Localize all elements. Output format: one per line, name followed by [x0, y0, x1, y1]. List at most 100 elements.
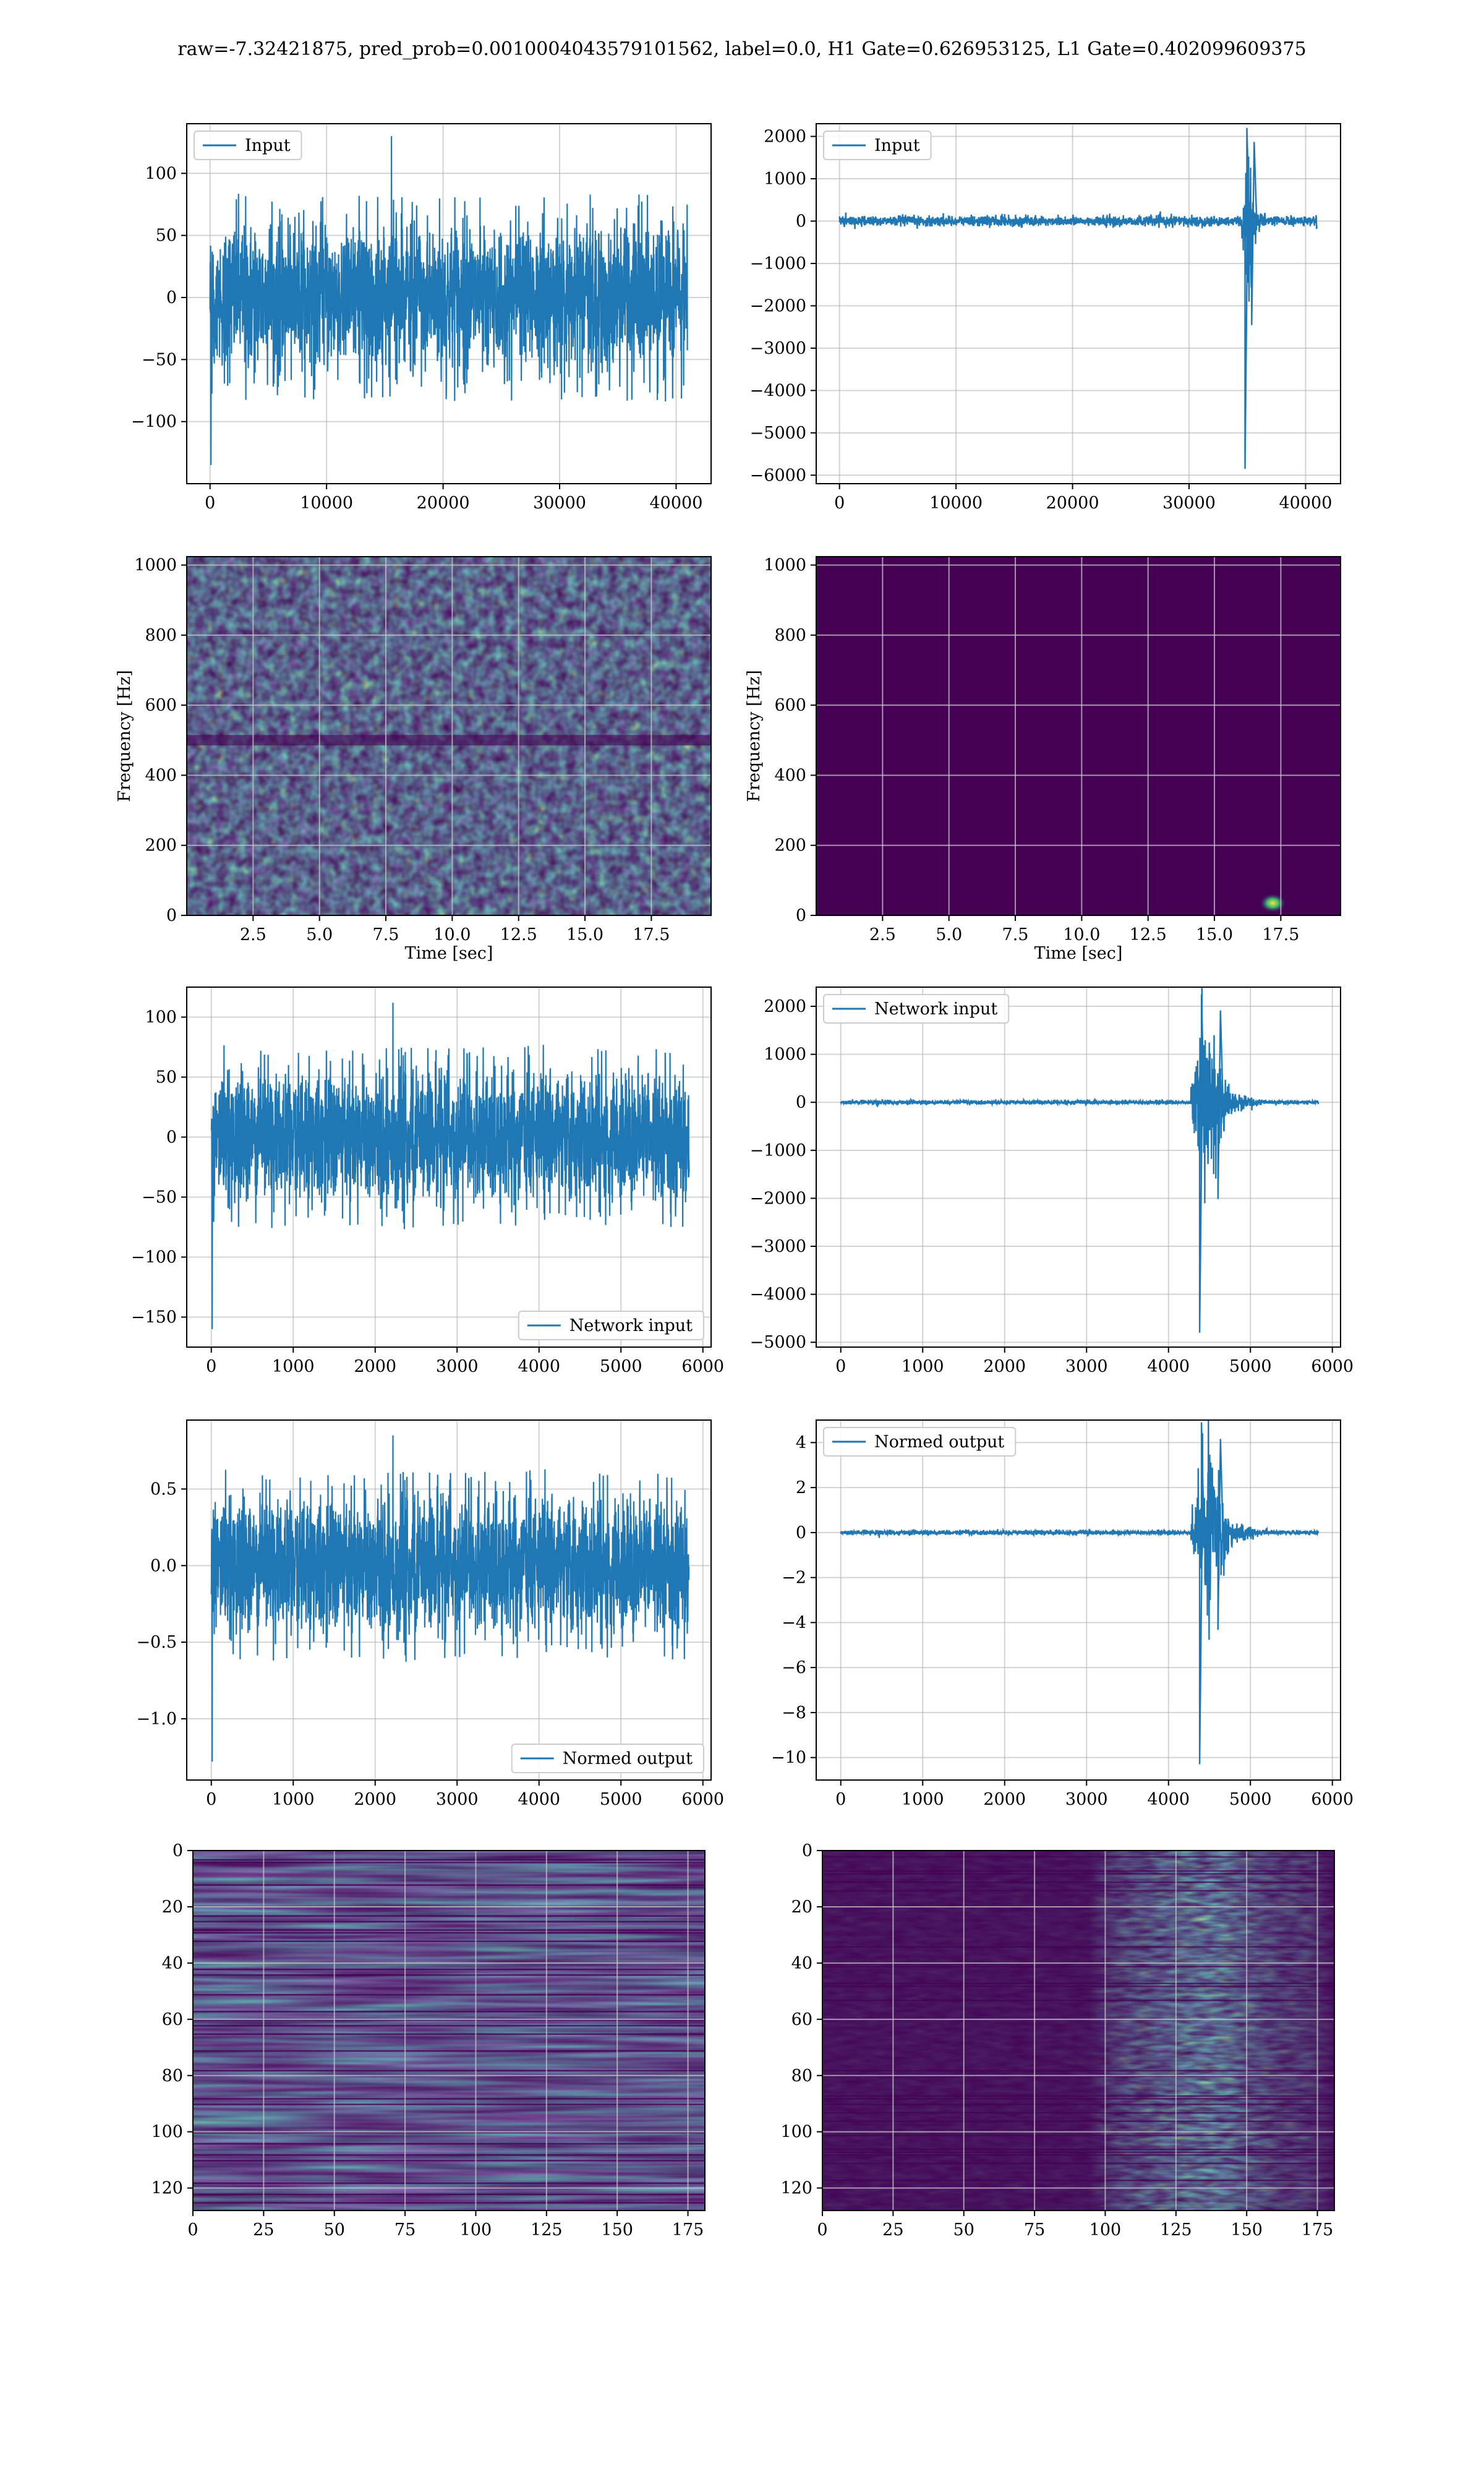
spec-l1-xtick-label: 10.0 — [1063, 925, 1100, 944]
net-h1-xtick-label: 2000 — [354, 1357, 396, 1376]
spec-h1-xtick-label: 5.0 — [306, 925, 333, 944]
norm-l1-legend: Normed output — [823, 1427, 1017, 1457]
norm-h1-ytick-label: 0.0 — [150, 1556, 177, 1575]
feat-l1-xtick-label: 150 — [1230, 2220, 1263, 2240]
norm-l1-ytick-label: −6 — [782, 1658, 806, 1677]
input-l1-ytick-label: −2000 — [750, 296, 806, 315]
input-l1-xtick-label: 40000 — [1279, 494, 1333, 513]
norm-l1-xtick-label: 1000 — [902, 1790, 944, 1809]
feat-h1-xtick-label: 75 — [394, 2220, 416, 2240]
net-h1-axes-frame — [186, 987, 712, 1348]
input-l1-xtick-label: 0 — [834, 494, 845, 513]
spec-l1-xtick-label: 5.0 — [936, 925, 962, 944]
feat-l1-xtick-label: 25 — [882, 2220, 903, 2240]
net-h1-ytick-label: −50 — [142, 1188, 177, 1207]
net-h1-xtick-label: 3000 — [436, 1357, 479, 1376]
net-h1-xtick-label: 1000 — [272, 1357, 315, 1376]
net-l1-xtick-label: 2000 — [983, 1357, 1026, 1376]
input-h1-ytick-label: −50 — [142, 350, 177, 369]
panel-norm-h1: 0 1000 2000 3000 4000 5000 6000 −1.0 −0.5 0.0 0.5 N… — [136, 1419, 724, 1809]
input-l1-ytick-label: −6000 — [750, 466, 806, 485]
feat-h1-xtick-label: 0 — [187, 2220, 198, 2240]
norm-l1-axes-frame — [816, 1419, 1341, 1781]
input-l1-ytick-label: 2000 — [764, 127, 806, 147]
net-h1-xtick-label: 4000 — [518, 1357, 560, 1376]
spec-l1-xtick-label: 7.5 — [1002, 925, 1029, 944]
feat-l1-ytick-label: 40 — [791, 1954, 812, 1973]
net-l1-axes-frame — [816, 987, 1341, 1348]
input-h1-xtick-label: 10000 — [300, 494, 353, 513]
spec-l1-ytick-label: 800 — [774, 626, 806, 645]
spec-l1-xtick-label: 17.5 — [1262, 925, 1299, 944]
norm-h1-axes-frame — [186, 1419, 712, 1781]
net-h1-ytick-label: −100 — [131, 1248, 177, 1267]
spec-h1-ylabel: Frequency [Hz] — [115, 670, 134, 802]
feat-l1-ytick-label: 0 — [802, 1841, 812, 1860]
feat-h1-ytick-label: 20 — [162, 1898, 183, 1917]
net-h1-series-line — [210, 1003, 690, 1329]
norm-h1-ytick-label: −0.5 — [136, 1633, 177, 1652]
input-h1-axes-frame — [186, 123, 712, 484]
norm-l1-xtick-label: 5000 — [1229, 1790, 1272, 1809]
panel-input-l1: 0 10000 20000 30000 40000−6000−5000−4000−300… — [750, 123, 1341, 513]
spec-h1-xlabel: Time [sec] — [405, 944, 493, 963]
net-h1-xtick-label: 0 — [206, 1357, 216, 1376]
feat-h1-xtick-label: 125 — [531, 2220, 563, 2240]
spec-l1-ytick-label: 200 — [774, 836, 806, 855]
feat-h1-ytick-label: 120 — [151, 2179, 183, 2198]
feat-l1-ytick-label: 60 — [791, 2010, 812, 2029]
input-l1-series-line — [838, 127, 1318, 469]
norm-l1-grid — [816, 1420, 1341, 1780]
net-l1-xtick-label: 4000 — [1147, 1357, 1190, 1376]
spec-h1-image — [187, 557, 711, 915]
net-h1-ytick-label: 0 — [166, 1128, 177, 1147]
norm-h1-legend: Normed output — [511, 1744, 704, 1773]
feat-l1-ytick-label: 120 — [780, 2179, 812, 2198]
spec-h1-xtick-label: 10.0 — [433, 925, 471, 944]
net-h1-legend: Network input — [518, 1311, 704, 1340]
input-h1-xtick-label: 40000 — [650, 494, 703, 513]
feat-l1-ytick-label: 80 — [791, 2066, 812, 2086]
net-l1-ytick-label: −5000 — [750, 1333, 806, 1352]
net-l1-legend-label: Network input — [874, 999, 997, 1019]
spec-h1-ytick-label: 1000 — [134, 556, 177, 575]
norm-l1-xtick-label: 3000 — [1065, 1790, 1108, 1809]
norm-h1-xtick-label: 1000 — [272, 1790, 315, 1809]
spec-h1-ytick-label: 800 — [145, 626, 177, 645]
norm-h1-xtick-label: 6000 — [681, 1790, 724, 1809]
norm-h1-xtick-label: 5000 — [600, 1790, 642, 1809]
panel-norm-l1: 0 1000 2000 3000 4000 5000 6000 −10 −8 −6 −4 −2 0 2 4 N… — [771, 1419, 1354, 1809]
input-h1-legend: Input — [194, 131, 302, 160]
norm-l1-ytick-label: −10 — [771, 1748, 806, 1768]
feat-l1-xtick-label: 75 — [1024, 2220, 1045, 2240]
figure-title: raw=-7.32421875, pred_prob=0.00100040435… — [177, 38, 1307, 60]
norm-l1-ytick-label: −8 — [782, 1703, 806, 1723]
norm-l1-ytick-label: 2 — [796, 1478, 806, 1497]
norm-h1-ytick-label: −1.0 — [136, 1710, 177, 1729]
net-l1-xtick-label: 1000 — [902, 1357, 944, 1376]
spec-l1-ytick-label: 0 — [796, 906, 806, 925]
norm-l1-ytick-label: 0 — [796, 1523, 806, 1543]
input-l1-ytick-label: 0 — [796, 212, 806, 231]
feat-h1-xtick-label: 25 — [253, 2220, 274, 2240]
norm-h1-legend-label: Normed output — [563, 1749, 693, 1768]
feat-h1-xtick-label: 50 — [324, 2220, 345, 2240]
input-h1-xtick-label: 20000 — [417, 494, 470, 513]
net-h1-ytick-label: 50 — [156, 1068, 177, 1087]
norm-l1-xtick-label: 0 — [835, 1790, 846, 1809]
feat-l1-grid — [822, 1851, 1334, 2211]
spec-l1-image — [816, 557, 1341, 915]
feat-l1-image — [822, 1851, 1334, 2211]
panel-net-h1: 0 1000 2000 3000 4000 5000 6000 −150 −100 −50 0 50 1… — [131, 987, 724, 1376]
spec-l1-xlabel: Time [sec] — [1034, 944, 1123, 963]
input-h1-legend-label: Input — [245, 136, 291, 155]
input-h1-ytick-label: 0 — [166, 288, 177, 307]
input-l1-ytick-label: −5000 — [750, 424, 806, 443]
spec-l1-xtick-label: 12.5 — [1130, 925, 1167, 944]
panel-spec-h1: 2.5 5.0 7.5 10.0 12.5 15.0 17.5 0 200 400 600 800 10… — [115, 556, 712, 963]
feat-l1-xtick-label: 100 — [1090, 2220, 1122, 2240]
input-l1-axes-frame — [816, 123, 1341, 484]
net-l1-ytick-label: 0 — [796, 1093, 806, 1112]
net-l1-xtick-label: 5000 — [1229, 1357, 1272, 1376]
